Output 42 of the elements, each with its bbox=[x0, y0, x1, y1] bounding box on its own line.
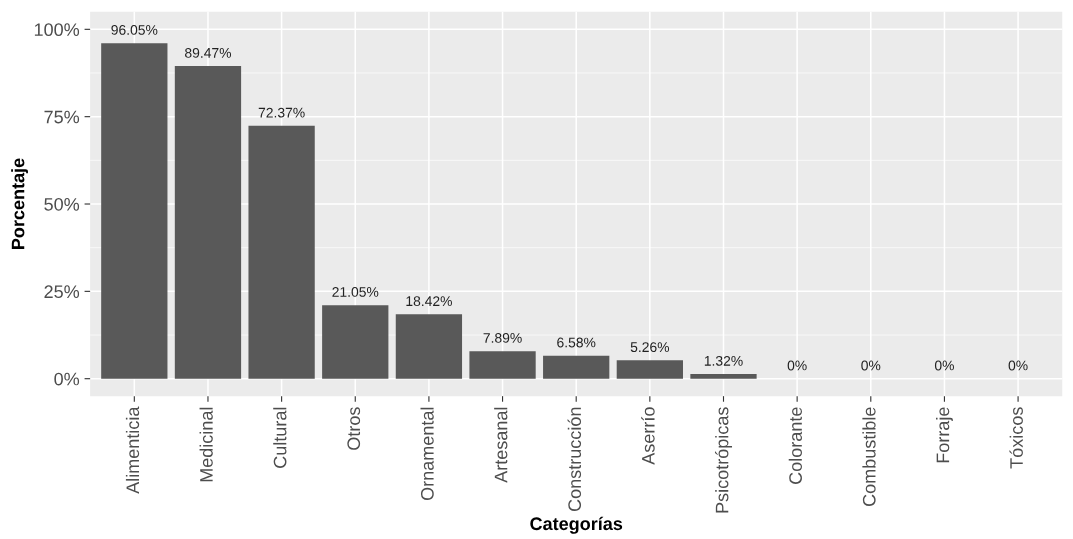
y-tick-label: 0% bbox=[54, 372, 80, 386]
data-label: 0% bbox=[861, 360, 881, 371]
bar bbox=[616, 360, 683, 379]
x-tick-label: Ornamental bbox=[420, 407, 434, 501]
bar bbox=[322, 305, 389, 379]
bar bbox=[543, 355, 610, 379]
x-tick-label: Otros bbox=[347, 407, 361, 450]
x-tick-label: Aserrío bbox=[641, 407, 655, 465]
bar bbox=[690, 374, 757, 379]
data-label: 0% bbox=[934, 360, 954, 371]
data-label: 18.42% bbox=[406, 296, 452, 307]
data-label: 0% bbox=[787, 360, 807, 371]
x-tick-label: Cultural bbox=[273, 407, 287, 468]
x-tick-label: Colorante bbox=[788, 407, 802, 484]
y-axis-title: Porcentaje bbox=[11, 158, 28, 249]
data-label: 89.47% bbox=[185, 47, 232, 58]
x-axis-title: Categorías bbox=[530, 516, 623, 534]
x-tick-label: Tóxicos bbox=[1009, 407, 1023, 469]
data-label: 6.58% bbox=[557, 337, 596, 348]
x-tick-label: Alimenticia bbox=[125, 406, 140, 494]
data-label: 96.05% bbox=[111, 24, 158, 35]
bar bbox=[469, 351, 536, 379]
data-label: 0% bbox=[1008, 360, 1028, 371]
y-tick-label: 75% bbox=[44, 110, 80, 124]
x-tick-label: Combustible bbox=[862, 407, 876, 507]
bar bbox=[248, 125, 315, 379]
x-tick-label: Forraje bbox=[936, 407, 953, 463]
data-label: 5.26% bbox=[630, 342, 670, 353]
bar bbox=[395, 314, 463, 379]
x-tick-label: Medicinal bbox=[199, 407, 213, 482]
x-tick-label: Psicotrópicas bbox=[714, 407, 733, 513]
y-tick-label: 50% bbox=[44, 197, 80, 211]
data-label: 72.37% bbox=[258, 107, 305, 118]
data-label: 1.32% bbox=[704, 355, 743, 366]
bar bbox=[101, 43, 168, 379]
y-tick-label: 100% bbox=[34, 23, 80, 37]
y-tick-label: 25% bbox=[44, 285, 80, 299]
x-tick-label: Construcción bbox=[567, 407, 582, 512]
data-label: 21.05% bbox=[332, 287, 379, 297]
bar bbox=[174, 66, 242, 379]
x-tick-label: Artesanal bbox=[494, 407, 508, 483]
data-label: 7.89% bbox=[483, 333, 522, 343]
